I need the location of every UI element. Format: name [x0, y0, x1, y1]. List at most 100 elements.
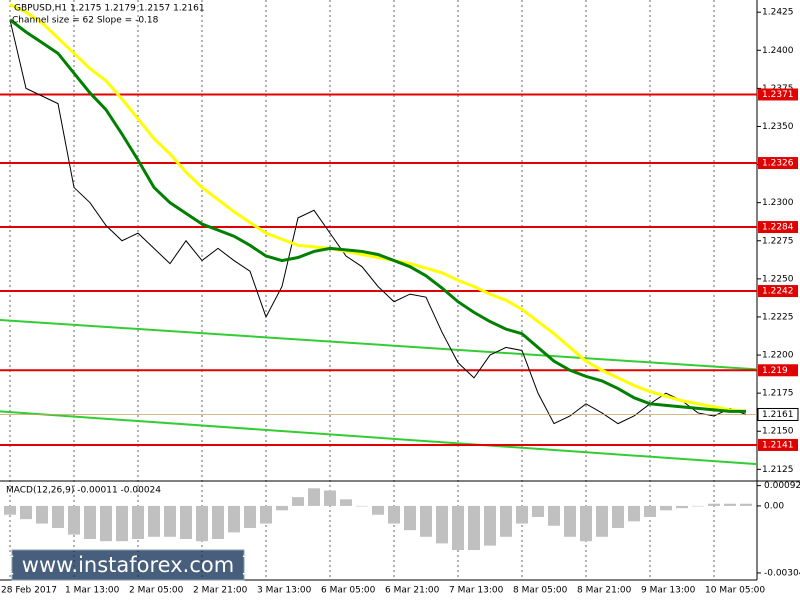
macd-bar: [532, 505, 544, 517]
price-line: [9, 18, 746, 413]
macd-bar: [116, 505, 128, 542]
macd-bar: [580, 505, 592, 542]
watermark-box: [11, 549, 245, 581]
macd-bar: [660, 505, 672, 511]
macd-bar: [84, 505, 96, 539]
macd-bar: [548, 505, 560, 526]
level-label: 1.2326: [762, 159, 794, 169]
macd-bar: [68, 505, 80, 535]
watermark: [ www.instaforex.com ]: [7, 553, 249, 577]
macd-bar: [180, 505, 192, 539]
macd-bar: [324, 490, 336, 506]
macd-title: MACD(12,26,9) -0.00011 -0.00024: [6, 486, 161, 496]
macd-bar: [308, 488, 320, 506]
level-label: 1.219: [762, 366, 788, 376]
level-box: [758, 221, 798, 234]
price-line: [9, 3, 747, 413]
y-tick-label: 1.2250: [762, 274, 794, 284]
y-tick-label: 1.2425: [762, 8, 794, 18]
macd-bar: [644, 505, 656, 517]
level-box: [758, 88, 798, 101]
last-price-box: [757, 407, 799, 421]
chart-subtitle: Channel size = 62 Slope = -0.18: [12, 16, 159, 26]
y-tick-label: 1.2175: [762, 389, 794, 399]
channel-line: [0, 410, 758, 466]
macd-bar: [452, 505, 464, 551]
y-tick-label: 0.00: [764, 501, 784, 511]
x-tick-label: 28 Feb 2017: [1, 586, 57, 596]
price-line: [9, 19, 747, 425]
macd-bar: [516, 505, 528, 524]
x-tick-label: 3 Mar 13:00: [257, 586, 312, 596]
y-tick-label: 0.00092: [764, 481, 800, 491]
y-tick-label: 1.2125: [762, 465, 794, 475]
level-label: 1.2284: [762, 223, 794, 233]
macd-bar: [692, 505, 704, 507]
y-tick-label: 1.2275: [762, 236, 794, 246]
level-box: [758, 364, 798, 377]
macd-bar: [564, 505, 576, 537]
macd-bar: [52, 505, 64, 528]
x-tick-label: 2 Mar 05:00: [129, 586, 184, 596]
x-tick-label: 6 Mar 21:00: [385, 586, 440, 596]
plot: [0, 0, 758, 580]
x-tick-label: 8 Mar 21:00: [577, 586, 632, 596]
macd-bar: [484, 505, 496, 546]
level-label: 1.2371: [762, 90, 794, 100]
macd-bar: [372, 505, 384, 515]
x-tick-label: 6 Mar 05:00: [321, 586, 376, 596]
macd-bar: [260, 505, 272, 524]
macd-bar: [436, 505, 448, 544]
macd-bar: [500, 505, 512, 537]
level-box: [758, 438, 798, 451]
y-tick-label: 1.2300: [762, 198, 794, 208]
y-tick-label: 1.2400: [762, 46, 794, 56]
macd-bar: [596, 505, 608, 537]
y-tick-label: 1.2225: [762, 312, 794, 322]
macd-bar: [388, 505, 400, 524]
macd-bar: [404, 505, 416, 531]
level-label: 1.2242: [762, 287, 794, 297]
macd-bar: [420, 505, 432, 537]
chart-title: GBPUSD,H1 1.2175 1.2179 1.2157 1.2161: [14, 4, 205, 14]
level-box: [758, 157, 798, 170]
macd-bar: [676, 505, 688, 509]
level-label: 1.2141: [762, 440, 794, 450]
macd-bar: [100, 505, 112, 542]
macd-bar: [196, 505, 208, 542]
macd-bar: [612, 505, 624, 528]
last-price-label: 1.2161: [762, 410, 794, 420]
x-tick-label: 2 Mar 21:00: [193, 586, 248, 596]
macd-bar: [148, 505, 160, 537]
channel-line: [0, 319, 758, 371]
macd-bar: [4, 505, 16, 515]
macd-bar: [164, 505, 176, 537]
macd-bar: [340, 499, 352, 506]
macd-bar: [468, 505, 480, 551]
macd-bar: [228, 505, 240, 533]
x-tick-label: 10 Mar 05:00: [705, 586, 765, 596]
macd-bar: [724, 503, 736, 506]
macd-bar: [212, 505, 224, 539]
y-tick-label: 1.2200: [762, 351, 794, 361]
macd-bar: [292, 497, 304, 506]
x-tick-label: 1 Mar 13:00: [65, 586, 120, 596]
x-tick-label: 7 Mar 13:00: [449, 586, 504, 596]
macd-bar: [20, 505, 32, 520]
y-tick-label: 1.2350: [762, 122, 794, 132]
macd-bar: [244, 505, 256, 528]
macd-bar: [132, 505, 144, 539]
macd-bar: [356, 505, 368, 507]
macd-bar: [36, 505, 48, 524]
macd-bar: [740, 503, 752, 506]
macd-bar: [708, 503, 720, 506]
y-tick-label: -0.00304: [764, 568, 800, 578]
x-tick-label: 9 Mar 13:00: [641, 586, 696, 596]
level-box: [758, 285, 798, 298]
x-tick-label: 8 Mar 05:00: [513, 586, 568, 596]
macd-bar: [276, 505, 288, 511]
y-tick-label: 1.2150: [762, 427, 794, 437]
macd-bar: [628, 505, 640, 522]
